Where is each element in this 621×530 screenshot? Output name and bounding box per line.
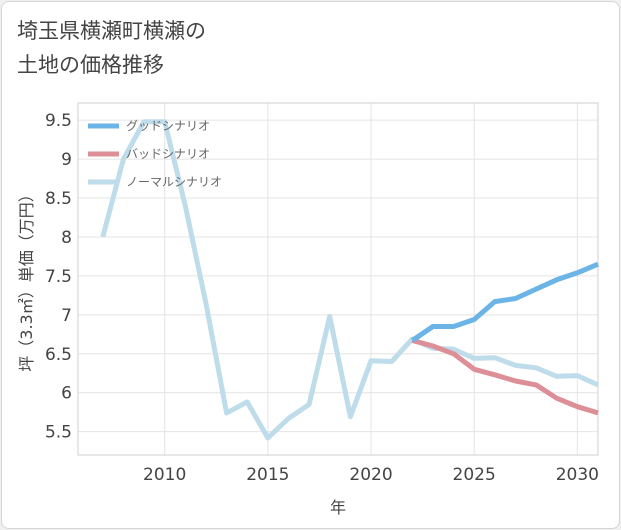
y-tick-label: 6.5 <box>45 345 72 365</box>
y-tick-label: 7 <box>61 306 72 326</box>
series-line-0 <box>410 261 599 343</box>
legend-label: バッドシナリオ <box>126 147 210 161</box>
x-tick-label: 2025 <box>453 465 496 485</box>
y-tick-label: 9.5 <box>45 111 72 131</box>
title-line-1: 埼玉県横瀬町横瀬の <box>17 19 206 43</box>
chart-title: 埼玉県横瀬町横瀬の 土地の価格推移 <box>17 14 206 82</box>
x-tick-label: 2020 <box>349 465 392 485</box>
x-tick-labels: 2010 2015 2020 2025 2030 <box>143 465 599 485</box>
x-axis-label: 年 <box>330 498 346 517</box>
series-lines <box>100 119 600 441</box>
y-tick-label: 9 <box>61 150 72 170</box>
x-tick-label: 2010 <box>143 465 186 485</box>
x-tick-label: 2015 <box>246 465 289 485</box>
plot-frame <box>77 102 599 456</box>
y-tick-label: 8 <box>61 228 72 248</box>
x-tick-label: 2030 <box>556 465 599 485</box>
y-tick-label: 7.5 <box>45 267 72 287</box>
y-tick-label: 6 <box>61 384 72 404</box>
series-line-2 <box>100 119 600 441</box>
legend-label: ノーマルシナリオ <box>126 175 222 189</box>
legend-label: グッドシナリオ <box>126 119 210 133</box>
y-tick-label: 8.5 <box>45 189 72 209</box>
y-tick-labels: 5.5 6 6.5 7 7.5 8 8.5 9 9.5 <box>45 111 72 443</box>
series-line-1 <box>411 338 599 416</box>
y-tick-label: 5.5 <box>45 423 72 443</box>
title-line-2: 土地の価格推移 <box>17 53 164 77</box>
y-axis-label: 坪（3.3㎡）単価（万円） <box>17 186 36 371</box>
